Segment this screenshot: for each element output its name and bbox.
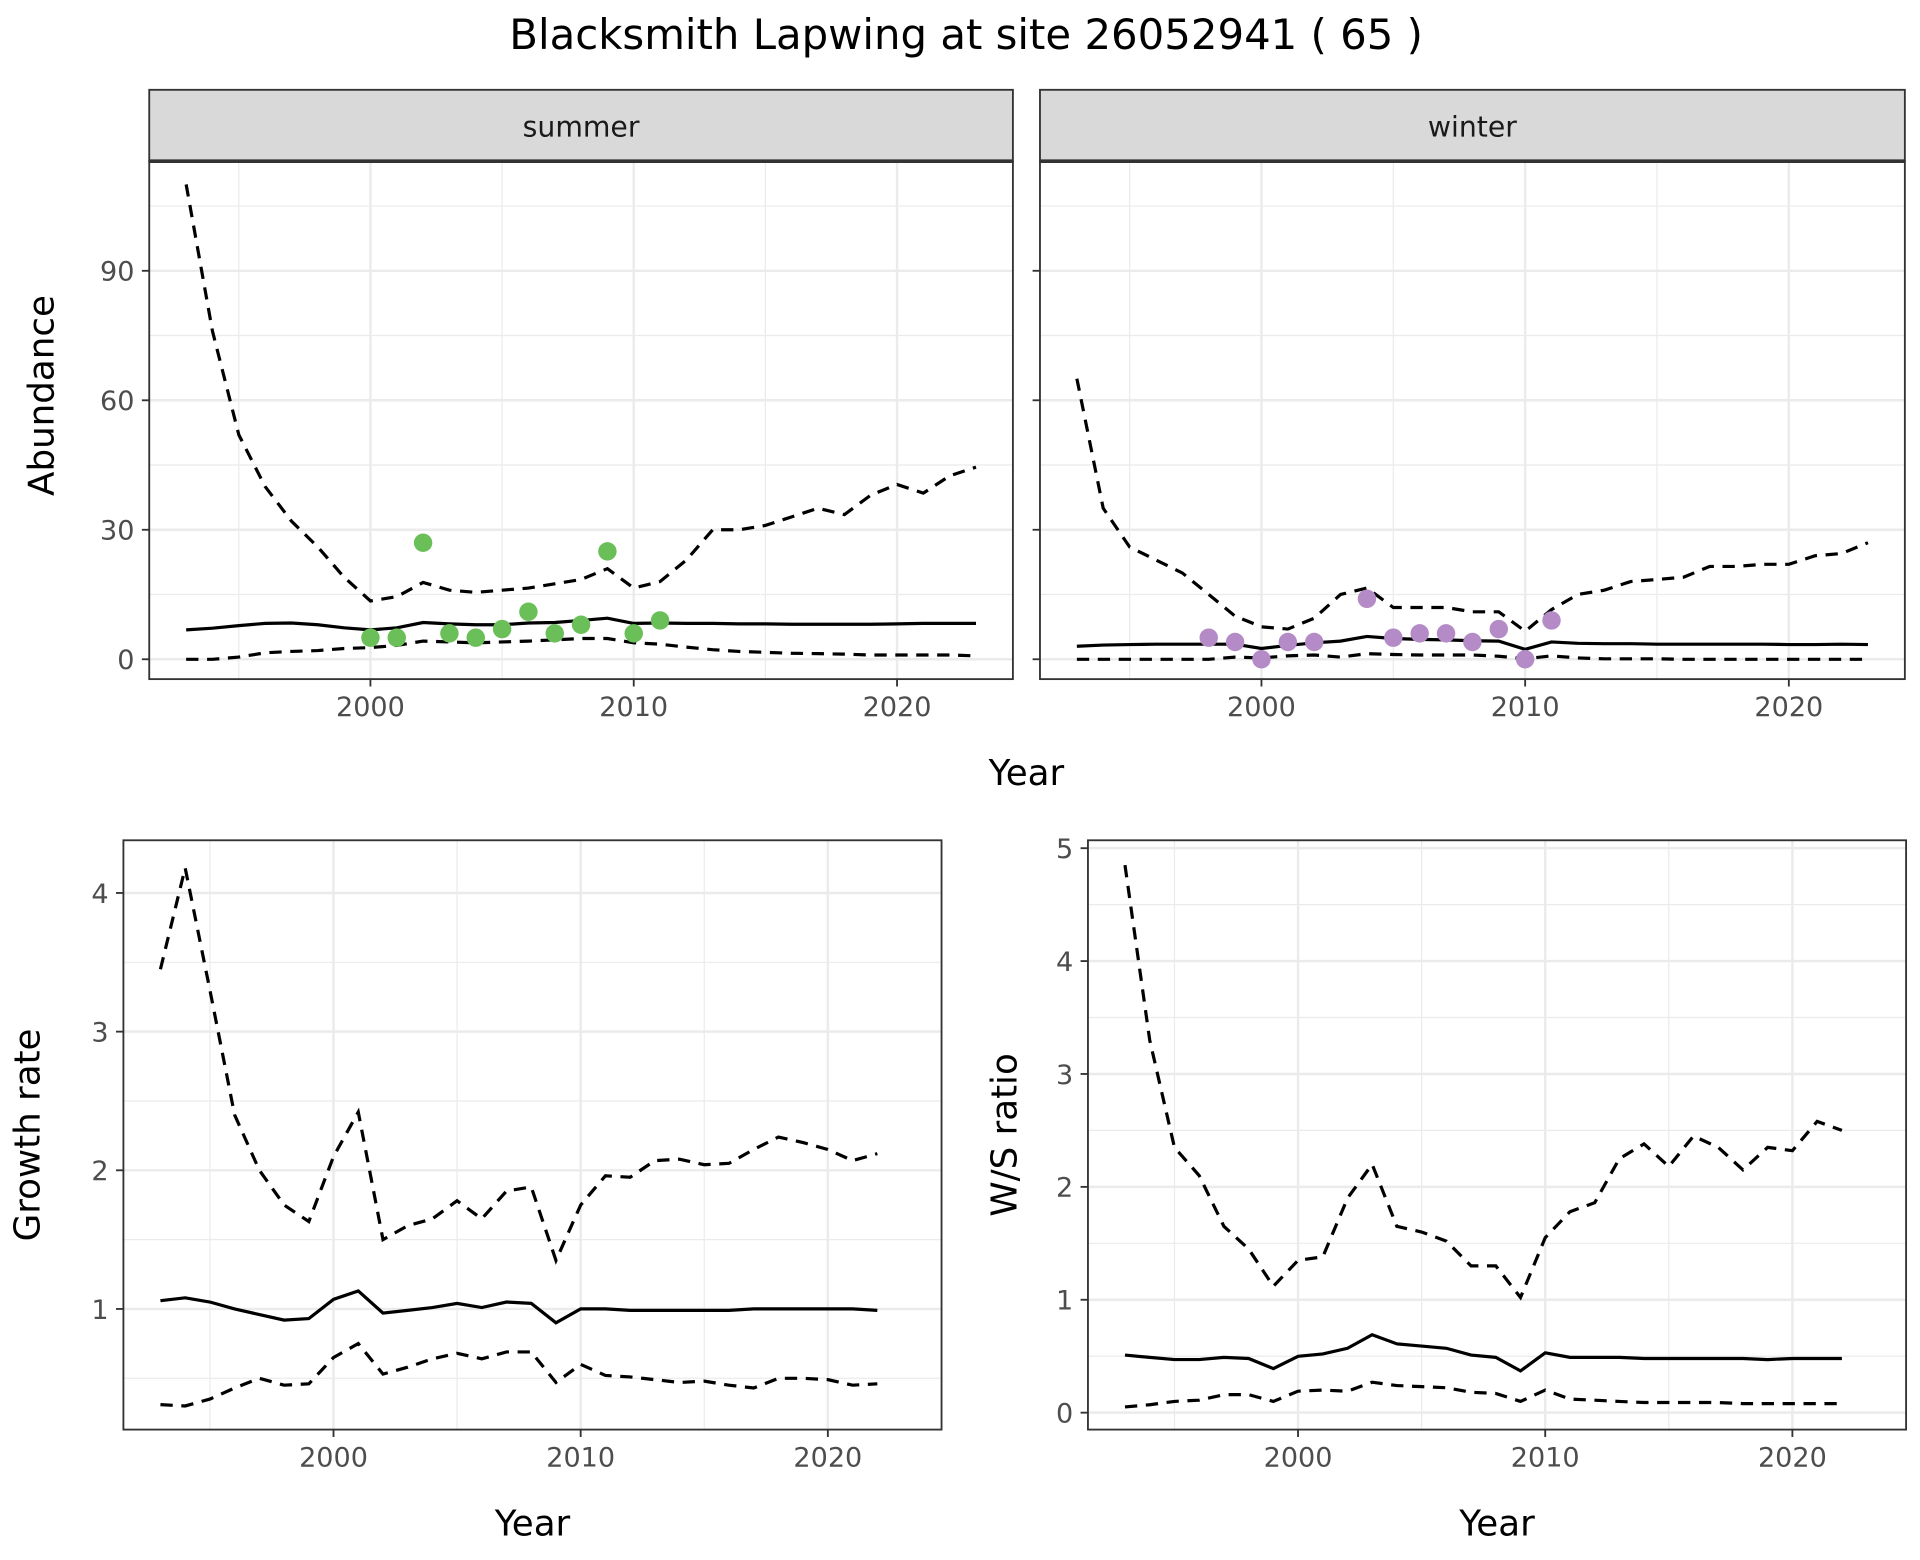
panel-border	[122, 839, 943, 1431]
data-point	[1225, 632, 1245, 652]
x-tick-label: 2000	[1264, 1442, 1333, 1473]
x-axis-title-shared: Year	[988, 753, 1065, 794]
x-tick-label: 2010	[546, 1442, 615, 1473]
x-tick-label: 2010	[599, 692, 668, 723]
data-point	[387, 628, 406, 647]
series-line-lower-bound	[160, 1341, 878, 1408]
y-tick-label: 0	[1056, 1398, 1073, 1429]
series-line-upper-bound	[1075, 378, 1869, 634]
y-tick-label: 30	[100, 516, 134, 547]
data-point	[571, 615, 591, 634]
y-tick-label: 4	[1056, 947, 1073, 978]
data-point	[440, 624, 459, 643]
data-point	[1357, 589, 1377, 609]
x-tick-label: 2020	[1758, 1442, 1827, 1473]
series-line-lower-bound	[1076, 652, 1868, 661]
y-axis-title: Abundance	[21, 295, 62, 496]
series-line-estimate	[160, 1289, 878, 1325]
data-point	[650, 611, 670, 630]
series-line-upper-bound	[184, 184, 977, 603]
x-tick-label: 2000	[336, 692, 405, 723]
facet-label: winter	[1428, 111, 1517, 144]
series-line-lower-bound	[1124, 1380, 1842, 1409]
y-tick-label: 3	[91, 1017, 108, 1048]
y-tick-label: 2	[1056, 1173, 1073, 1204]
y-tick-label: 3	[1056, 1060, 1073, 1091]
data-point	[466, 628, 485, 647]
x-axis-title: Year	[1458, 1503, 1535, 1544]
data-point	[1278, 632, 1298, 652]
plot-background	[1039, 161, 1905, 680]
x-tick-label: 2020	[1754, 692, 1823, 723]
x-axis-title: Year	[494, 1503, 571, 1544]
data-point	[413, 533, 433, 552]
plot-background	[1087, 840, 1907, 1430]
y-tick-label: 60	[100, 386, 134, 417]
y-tick-label: 90	[100, 257, 134, 288]
y-tick-label: 0	[117, 645, 134, 676]
data-point	[1542, 611, 1561, 630]
series-line-upper-bound	[158, 867, 878, 1265]
series-line-lower-bound	[186, 636, 977, 661]
data-point	[1252, 650, 1271, 669]
y-tick-label: 1	[1056, 1286, 1073, 1317]
y-tick-label: 1	[91, 1295, 108, 1326]
data-point	[545, 624, 564, 643]
x-tick-label: 2020	[863, 692, 932, 723]
plot-background	[123, 840, 942, 1430]
facet-strip	[1039, 88, 1906, 163]
x-tick-label: 2020	[793, 1442, 862, 1473]
data-point	[1489, 619, 1509, 639]
data-point	[1436, 624, 1456, 643]
data-point	[492, 619, 512, 639]
data-point	[519, 602, 538, 622]
y-axis-title: Growth rate	[8, 1029, 49, 1242]
x-tick-label: 2010	[1511, 1442, 1580, 1473]
plot-background	[149, 161, 1013, 680]
y-tick-label: 4	[91, 879, 108, 910]
y-tick-label: 2	[91, 1156, 108, 1187]
panel-border	[1087, 839, 1908, 1431]
chart-title: Blacksmith Lapwing at site 26052941 ( 65…	[509, 10, 1423, 59]
y-axis-title: W/S ratio	[985, 1053, 1026, 1216]
series-line-upper-bound	[1123, 864, 1843, 1301]
x-tick-label: 2010	[1491, 692, 1560, 723]
data-point	[361, 628, 380, 647]
x-tick-label: 2000	[1227, 692, 1296, 723]
panel-plot-2: 2000 2010 2020 1 2 3 4 Growth rate Year	[8, 839, 943, 1544]
y-tick-label: 5	[1056, 834, 1073, 865]
data-point	[1384, 628, 1403, 647]
panel-plot-3: 2000 2010 2020 0 1 2 3 4 5 W/S ratio Year	[985, 834, 1908, 1544]
data-point	[1304, 632, 1324, 652]
data-point	[1463, 632, 1482, 652]
data-point	[598, 542, 617, 561]
data-point	[1515, 650, 1535, 669]
data-point	[1410, 624, 1429, 643]
facet-label: summer	[523, 111, 640, 144]
series-line-estimate	[1124, 1332, 1842, 1373]
x-tick-label: 2000	[299, 1442, 368, 1473]
data-point	[624, 624, 643, 643]
panel-winter: winter 2000 2010 2020	[1032, 88, 1906, 723]
panel-summer: summer 2000 2010 2020 0 30 60 90 Abundance	[21, 88, 1014, 723]
data-point	[1199, 628, 1218, 647]
